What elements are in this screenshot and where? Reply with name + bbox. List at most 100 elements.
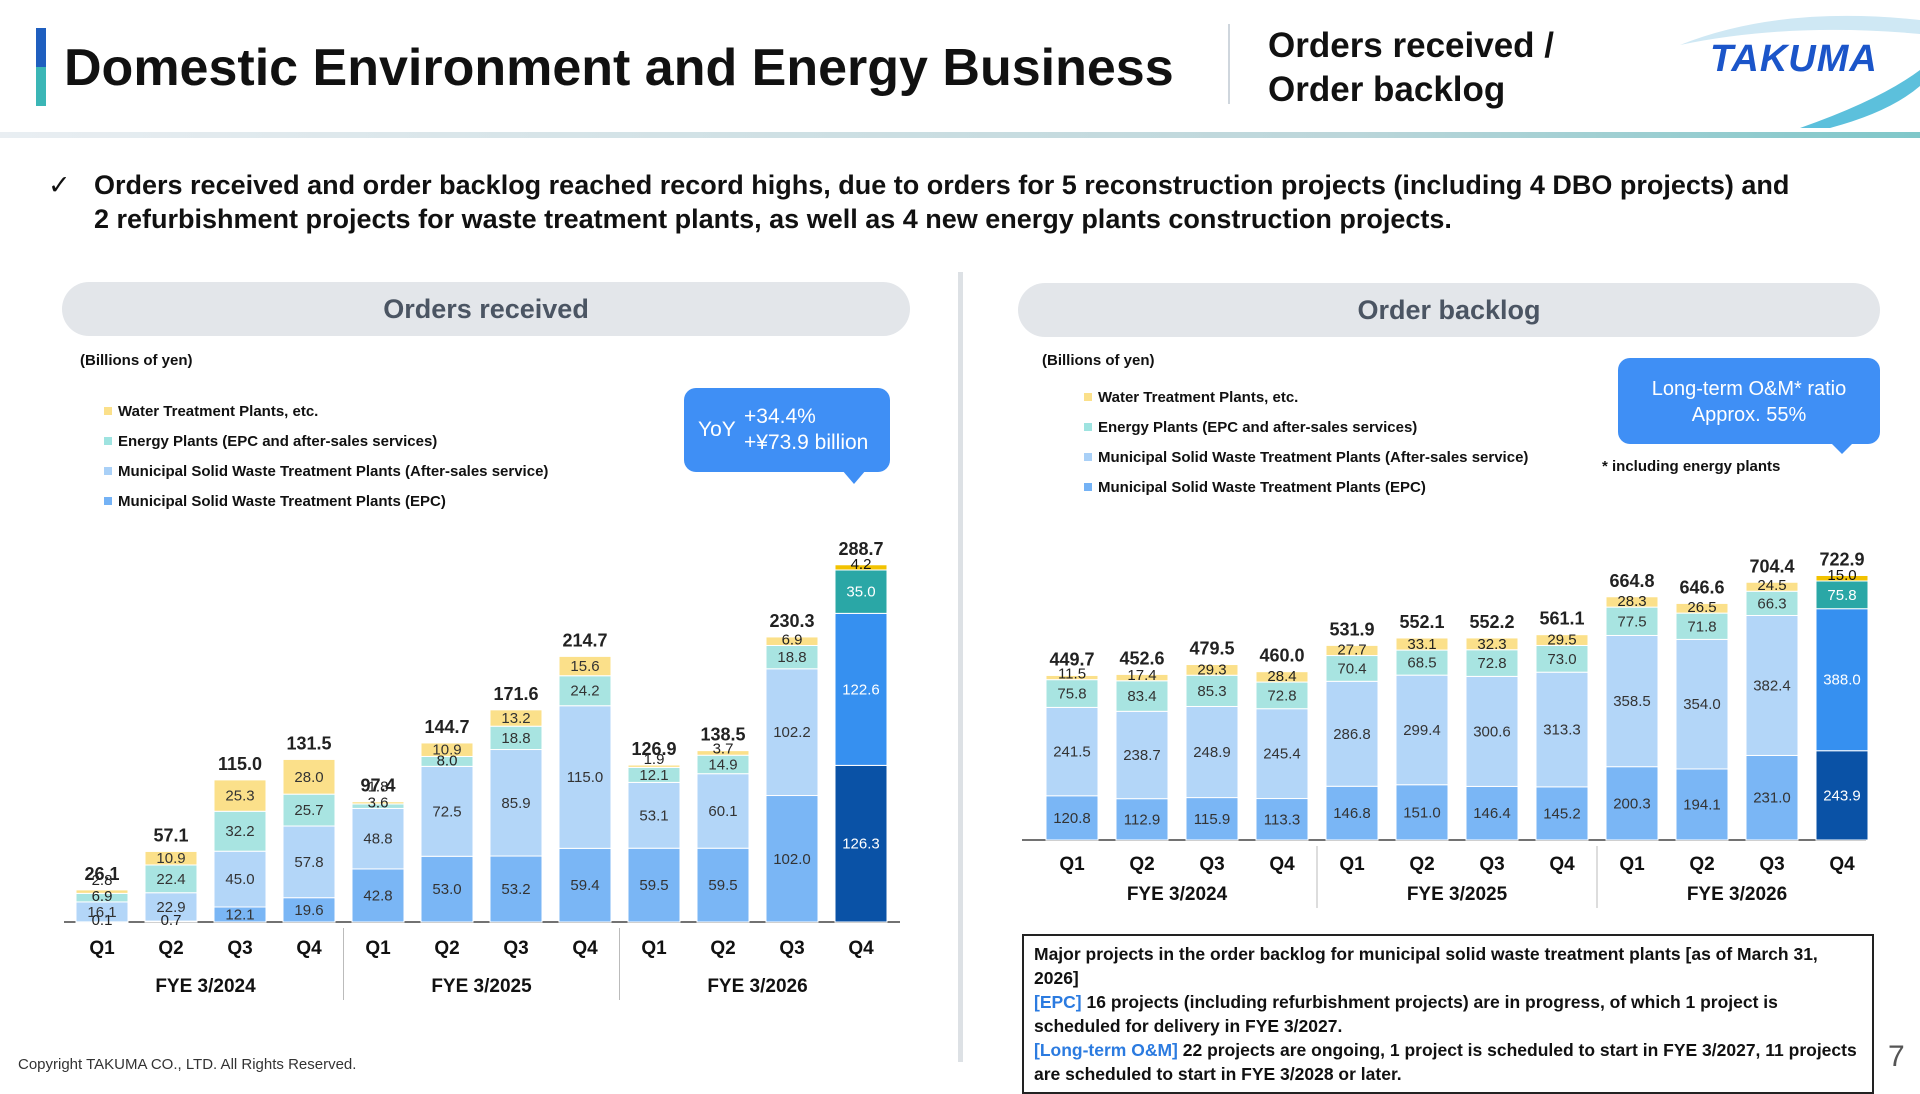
segment-value-label: 299.4 (1403, 722, 1441, 739)
bar-segment-epc (351, 868, 405, 923)
x-group-label: FYE 3/2026 (1687, 884, 1787, 905)
panel-separator (958, 272, 963, 1062)
bar-segment-after-sales (1745, 614, 1799, 756)
bar-segment-epc (558, 847, 612, 923)
segment-value-label: 6.9 (782, 631, 803, 648)
bar-segment-energy (834, 569, 888, 614)
segment-value-label: 35.0 (846, 584, 875, 601)
segment-value-label: 0.7 (161, 912, 182, 929)
x-group-label: FYE 3/2024 (1127, 884, 1228, 905)
segment-value-label: 85.3 (1197, 683, 1226, 700)
segment-value-label: 27.7 (1337, 642, 1366, 659)
bar-segment-epc (1045, 795, 1099, 841)
yoy-callout: YoY +34.4% +¥73.9 billion (684, 388, 890, 472)
segment-value-label: 112.9 (1124, 811, 1160, 828)
bar-segment-water (351, 801, 405, 805)
x-tick-label: Q4 (1549, 854, 1575, 875)
legend-item-water: Water Treatment Plants, etc. (104, 396, 548, 426)
yoy-label: YoY (698, 418, 736, 441)
segment-value-label: 6.9 (92, 888, 113, 905)
x-tick-label: Q3 (503, 938, 528, 959)
legend-label-after-sales: Municipal Solid Waste Treatment Plants (… (1098, 448, 1529, 466)
om-ratio-line-1: Long-term O&M* ratio (1651, 378, 1847, 400)
segment-value-label: 28.3 (1617, 593, 1646, 610)
backlog-legend: Water Treatment Plants, etc. Energy Plan… (1084, 382, 1528, 502)
bar-segment-energy (1535, 644, 1589, 673)
bar-total-label: 26.1 (84, 864, 119, 884)
subtitle-line-2: Order backlog (1268, 70, 1506, 109)
segment-value-label: 77.5 (1617, 613, 1646, 630)
bar-total-label: 552.1 (1399, 612, 1444, 632)
x-tick-label: Q2 (434, 938, 459, 959)
bar-segment-after-sales (213, 850, 267, 908)
segment-value-label: 238.7 (1123, 747, 1161, 764)
segment-value-label: 286.8 (1333, 726, 1371, 743)
om-ratio-line-2: Approx. 55% (1691, 404, 1807, 426)
segment-value-label: 2.8 (92, 872, 113, 889)
bar-segment-after-sales (696, 773, 750, 849)
bar-segment-water (1325, 644, 1379, 657)
segment-value-label: 71.8 (1687, 618, 1716, 635)
segment-value-label: 57.8 (294, 854, 323, 871)
bar-segment-after-sales (420, 765, 474, 857)
bar-segment-energy (1115, 680, 1169, 712)
legend-item-epc: Municipal Solid Waste Treatment Plants (… (1084, 472, 1528, 502)
legend-swatch-energy (104, 437, 112, 445)
bar-segment-after-sales (1185, 705, 1239, 799)
segment-value-label: 24.2 (570, 683, 599, 700)
bar-segment-energy (1185, 674, 1239, 707)
header-swoosh-decoration (1680, 15, 1920, 128)
bar-segment-after-sales (282, 825, 336, 899)
segment-value-label: 28.0 (294, 769, 323, 786)
segment-value-label: 75.8 (1057, 686, 1086, 703)
legend-swatch-after-sales (1084, 453, 1092, 461)
orders-received-chart: 0.116.16.92.826.1Q10.722.922.410.957.1Q2… (64, 539, 900, 1000)
segment-value-label: 115.0 (567, 769, 603, 786)
section-subtitle: Orders received / Order backlog (1268, 24, 1554, 112)
bar-segment-water (1045, 674, 1099, 681)
segment-value-label: 29.3 (1197, 661, 1226, 678)
bar-total-label: 704.4 (1749, 556, 1794, 576)
segment-value-label: 120.8 (1053, 810, 1091, 827)
legend-item-energy: Energy Plants (EPC and after-sales servi… (1084, 412, 1528, 442)
bar-segment-energy (1395, 649, 1449, 676)
segment-value-label: 53.0 (432, 881, 461, 898)
segment-value-label: 22.4 (156, 871, 185, 888)
legend-item-energy: Energy Plants (EPC and after-sales servi… (104, 426, 548, 456)
note-om-tag: [Long-term O&M] (1034, 1040, 1178, 1060)
x-tick-label: Q1 (1339, 854, 1365, 875)
takuma-logo: TAKUMA (1710, 38, 1878, 80)
segment-value-label: 126.3 (842, 836, 880, 853)
bar-total-label: 131.5 (286, 733, 331, 753)
segment-value-label: 48.8 (363, 831, 392, 848)
bar-segment-epc (420, 855, 474, 923)
bar-segment-after-sales (1045, 706, 1099, 797)
bar-segment-water (1605, 596, 1659, 608)
x-tick-label: Q4 (572, 938, 598, 959)
x-tick-label: Q3 (1479, 854, 1504, 875)
bar-segment-water (1115, 673, 1169, 682)
legend-label-epc: Municipal Solid Waste Treatment Plants (… (118, 492, 446, 510)
legend-swatch-water (104, 407, 112, 415)
title-divider (1228, 24, 1230, 104)
x-tick-label: Q4 (1829, 854, 1855, 875)
segment-value-label: 73.0 (1547, 651, 1576, 668)
bar-segment-after-sales (1325, 680, 1379, 787)
segment-value-label: 102.2 (773, 724, 811, 741)
bar-segment-epc (1115, 798, 1169, 841)
x-tick-label: Q1 (89, 938, 115, 959)
segment-value-label: 15.6 (570, 658, 599, 675)
yoy-values: +34.4% +¥73.9 billion (744, 404, 868, 456)
bar-segment-water (1535, 634, 1589, 646)
legend-swatch-epc (104, 497, 112, 505)
bar-total-label: 97.4 (360, 776, 395, 796)
bar-segment-water (765, 636, 819, 646)
segment-value-label: 32.3 (1477, 636, 1506, 653)
bar-segment-epc (627, 847, 681, 923)
x-group-label: FYE 3/2025 (431, 976, 532, 997)
bar-total-label: 288.7 (838, 539, 883, 559)
bar-segment-epc (1745, 754, 1799, 841)
legend-label-energy: Energy Plants (EPC and after-sales servi… (118, 432, 438, 450)
segment-value-label: 18.8 (777, 649, 806, 666)
bar-segment-water (1815, 574, 1869, 582)
